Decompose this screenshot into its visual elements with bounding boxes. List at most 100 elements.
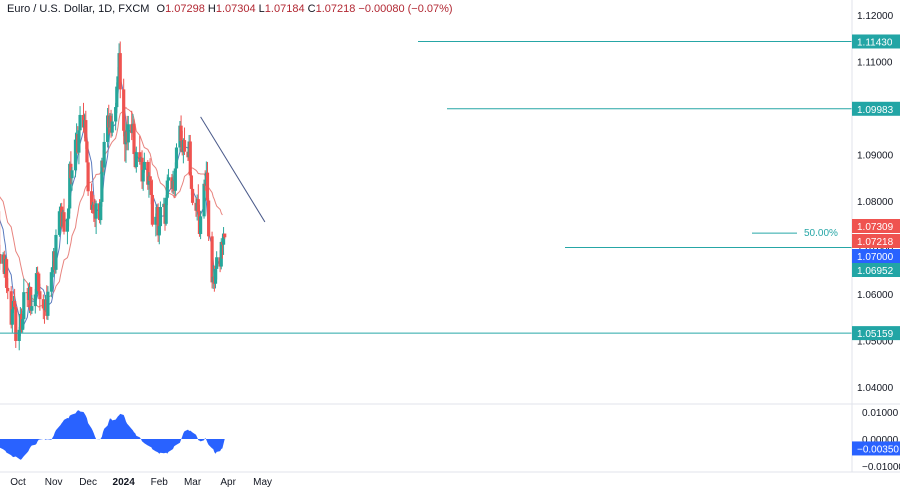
low-label: L [258, 3, 265, 15]
candle-body [62, 212, 66, 232]
candle-body [106, 115, 110, 142]
candle-body [29, 287, 33, 311]
candle-body [221, 233, 226, 245]
level-price-tag-bg [852, 326, 900, 341]
candle-body [202, 183, 206, 217]
candle [199, 210, 203, 240]
candle-body [158, 207, 163, 227]
change-value: −0.00080 (−0.07%) [358, 3, 453, 15]
time-tick-label: Dec [79, 477, 97, 488]
candle [73, 132, 78, 178]
candle-body [89, 191, 94, 210]
candle-body [10, 309, 14, 325]
candle-body [122, 89, 126, 131]
candle-body [34, 273, 39, 295]
price-tick-label: 1.04000 [857, 383, 894, 394]
time-tick-label: Nov [45, 477, 63, 488]
candle-body [134, 152, 138, 168]
candle-body [142, 161, 146, 170]
candle-body [14, 307, 18, 341]
candle [115, 82, 119, 114]
candle-body [84, 120, 88, 142]
candle [13, 288, 17, 310]
time-tick-label: Mar [184, 477, 202, 488]
candle-body [54, 234, 58, 270]
candle [62, 198, 66, 235]
candle-body [100, 160, 104, 202]
candle-body [9, 291, 13, 325]
candle-body [115, 86, 119, 108]
candle [114, 102, 118, 131]
moving-average-slow-line [0, 106, 223, 308]
candlesticks [0, 41, 227, 351]
candle-body [132, 123, 136, 155]
level-price-tag-bg [852, 101, 900, 116]
candle-body [138, 152, 142, 162]
candle-body [182, 140, 187, 152]
level-price-tag-text: 1.05159 [857, 329, 894, 340]
chart-legend-header: Euro / U.S. Dollar, 1D, FXCM O1.07298 H1… [7, 3, 453, 15]
last-price-tag: 1.07218 [852, 234, 900, 248]
candle-body [157, 226, 161, 236]
candle-body [25, 292, 29, 294]
oscillator-tick-label: 0.00000 [862, 435, 899, 446]
symbol-label: Euro / U.S. Dollar, 1D, FXCM [7, 3, 150, 15]
oscillator-tick-label: 0.01000 [862, 408, 899, 419]
candle-body [189, 175, 194, 189]
candle [158, 201, 163, 234]
close-value: 1.07218 [315, 3, 356, 15]
price-tick-label: 1.05000 [857, 337, 894, 348]
candle-body [156, 207, 160, 236]
candle [196, 184, 200, 215]
candle [126, 115, 130, 151]
candle [157, 223, 161, 245]
price-tags: 1.11430 1.09983 1.05159 1.07309 1.07218 1.070… [852, 34, 900, 456]
fib-price-tag-text: 1.07309 [857, 222, 894, 233]
trendline [200, 116, 266, 223]
candle [174, 143, 179, 173]
candle-body [140, 157, 144, 182]
level-price-tag: 1.11430 [852, 34, 900, 49]
candle [164, 194, 168, 226]
candle-body [188, 141, 192, 176]
candle-body [13, 300, 17, 308]
candle-body [173, 168, 177, 191]
candle-body [78, 114, 82, 131]
candle-body [166, 177, 171, 181]
last-price-tag-text: 1.07218 [857, 237, 894, 248]
oscillator-value-tag-bg [852, 441, 900, 456]
support-price-tag-text: 1.07000 [857, 252, 894, 263]
candle [77, 127, 81, 165]
candle [213, 266, 218, 289]
oscillator-area [0, 410, 225, 460]
candle [86, 159, 90, 196]
ma-price-tag-bg [852, 263, 900, 277]
candle-body [33, 294, 37, 307]
candle-body [205, 172, 210, 201]
candle [122, 78, 126, 137]
time-tick-label: Oct [10, 477, 26, 488]
level-price-tag-text: 1.09983 [857, 105, 894, 116]
candle-body [215, 257, 219, 269]
candle-body [30, 306, 34, 311]
candle-body [70, 170, 74, 179]
candle [188, 134, 192, 179]
candle-body [210, 236, 214, 283]
candle [223, 233, 227, 240]
candle-body [199, 216, 203, 235]
candle [6, 278, 10, 300]
candle-body [118, 53, 122, 90]
high-value: 1.07304 [215, 3, 256, 15]
candle-body [164, 197, 168, 224]
candle [215, 251, 219, 280]
level-price-tag-text: 1.11430 [857, 37, 893, 48]
candle-body [219, 241, 223, 267]
candle-body [46, 291, 50, 316]
candle [132, 119, 136, 160]
candle-body [146, 161, 150, 185]
ma-price-tag-text: 1.06952 [857, 266, 894, 277]
oscillator-value-tag-text: −0.00350 [857, 444, 899, 455]
candle [221, 227, 226, 255]
candle-body [0, 254, 2, 264]
